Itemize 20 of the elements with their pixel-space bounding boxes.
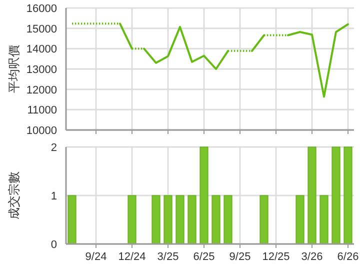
- y-tick-label: 13000: [26, 64, 57, 76]
- y-tick-label: 10000: [26, 125, 57, 137]
- x-tick-label: 12/25: [262, 251, 290, 263]
- y-tick-label: 0: [50, 239, 57, 251]
- x-tick-label: 3/25: [157, 251, 179, 263]
- x-tick-label: 3/26: [301, 251, 323, 263]
- y-axis-title: 平均呎價: [7, 45, 21, 93]
- x-tick-label: 6/25: [193, 251, 215, 263]
- y-tick-label: 14000: [26, 44, 57, 56]
- y-tick-label: 1: [50, 190, 57, 202]
- x-tick-label: 12/24: [118, 251, 146, 263]
- y-tick-label: 2: [50, 142, 57, 154]
- x-tick-label: 6/26: [337, 251, 359, 263]
- y-tick-label: 16000: [26, 3, 57, 15]
- x-tick-label: 9/25: [229, 251, 251, 263]
- y-tick-label: 15000: [26, 23, 57, 36]
- y-axis-title: 成交宗數: [7, 172, 21, 220]
- y-tick-label: 12000: [26, 84, 57, 96]
- x-tick-label: 9/24: [85, 251, 107, 263]
- y-tick-label: 11000: [27, 104, 57, 117]
